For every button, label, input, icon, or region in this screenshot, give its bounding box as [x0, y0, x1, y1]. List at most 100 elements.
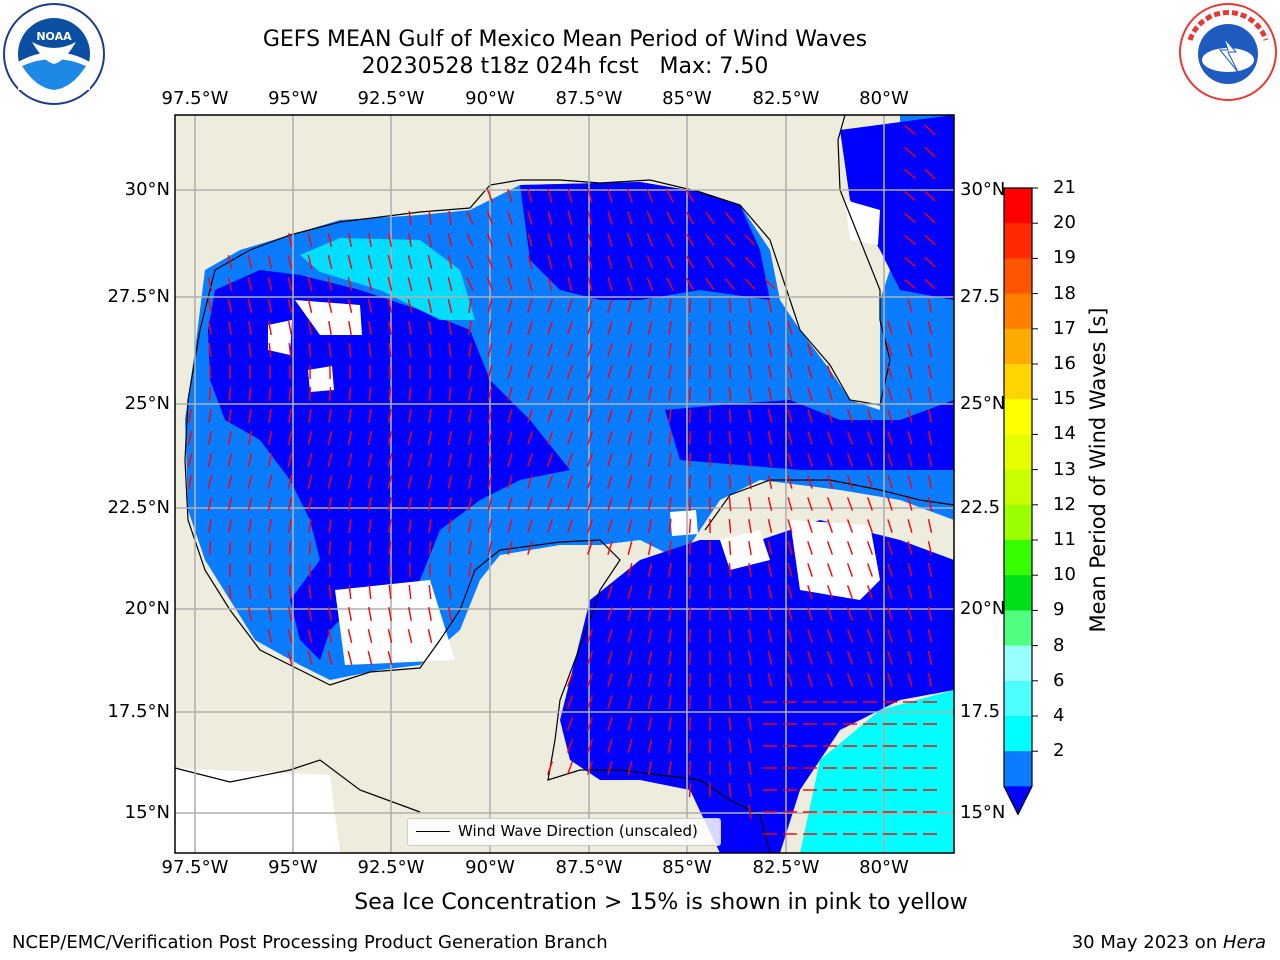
wave-arrow-458: [487, 497, 493, 511]
wave-arrow-489: [368, 518, 372, 534]
wave-arrow-344: [468, 430, 472, 446]
wave-arrow-89: [725, 256, 735, 268]
wave-arrow-150: [728, 298, 732, 314]
wave-arrow-405: [927, 453, 933, 467]
wave-arrow-159: [288, 320, 292, 336]
northern-gulf-low: [520, 182, 770, 300]
wave-arrow-577: [846, 563, 854, 577]
wave-arrow-242: [607, 365, 613, 379]
wave-arrow-749: [607, 739, 613, 753]
wave-arrow-581: [927, 563, 933, 577]
wave-arrow-347: [527, 431, 533, 445]
wave-arrow-480: [927, 497, 933, 511]
wave-arrow-688: [907, 651, 913, 665]
wave-arrow-98: [307, 277, 313, 291]
colorbar-swatch-13: [1004, 645, 1032, 682]
wave-arrow-337: [327, 431, 333, 445]
wave-arrow-537: [627, 541, 633, 555]
wave-arrow-640: [287, 629, 293, 643]
wave-arrow-139: [507, 299, 513, 313]
lon-label-bottom-1: 95°W: [268, 857, 318, 878]
nodata-1: [720, 530, 770, 570]
colorbar-swatch-15: [1004, 716, 1032, 752]
wave-arrow-259: [248, 386, 252, 402]
lon-label-bottom-4: 87.5°W: [555, 857, 623, 878]
svg-text:NOAA: NOAA: [36, 30, 72, 43]
wave-arrow-93: [207, 277, 213, 291]
wave-arrow-269: [448, 386, 452, 402]
wave-arrow-10: [567, 189, 573, 203]
wave-arrow-1: [924, 124, 936, 136]
wave-arrow-336: [307, 431, 313, 445]
nws-logo-icon: [1179, 3, 1277, 101]
wave-arrow-518: [208, 540, 212, 556]
wave-arrow-105: [447, 277, 453, 291]
wave-arrow-670: [367, 651, 373, 665]
wave-arrow-11: [587, 189, 593, 203]
wave-arrow-548: [846, 541, 854, 555]
wave-arrow-95: [247, 277, 253, 291]
wave-arrow-462: [566, 497, 574, 511]
wave-arrow-382: [468, 452, 472, 468]
wave-arrow-514: [867, 519, 873, 533]
wave-arrow-705: [867, 673, 873, 687]
wave-arrow-296: [268, 408, 272, 424]
wave-arrow-549: [867, 541, 873, 555]
wave-arrow-330: [187, 431, 193, 445]
wave-arrow-526: [368, 540, 372, 556]
lat-label-left-1: 27.5°N: [107, 286, 170, 307]
chart-title-line1: GEFS MEAN Gulf of Mexico Mean Period of …: [262, 27, 868, 52]
wave-arrow-636: [887, 607, 893, 621]
wave-arrow-588: [348, 584, 352, 600]
wave-arrow-416: [387, 475, 393, 489]
wave-arrow-377: [367, 453, 373, 467]
wave-arrow-417: [407, 475, 413, 489]
wave-arrow-385: [527, 453, 533, 467]
wave-arrow-82: [587, 255, 593, 269]
wave-arrow-674: [627, 651, 633, 665]
wave-arrow-454: [407, 497, 413, 511]
wave-arrow-500: [587, 519, 593, 533]
wave-arrow-69: [327, 255, 333, 269]
wave-arrow-755: [728, 738, 732, 754]
wave-arrow-473: [787, 497, 793, 511]
wave-arrow-87: [685, 255, 695, 269]
wave-arrow-452: [367, 497, 373, 511]
wave-arrow-656: [748, 628, 752, 644]
wave-arrow-423: [527, 475, 533, 489]
wave-arrow-72: [387, 255, 393, 269]
wave-arrow-456: [447, 497, 453, 511]
wave-arrow-680: [748, 650, 752, 666]
wave-arrow-141: [546, 299, 554, 313]
wave-arrow-183: [767, 321, 773, 335]
wave-arrow-510: [787, 519, 793, 533]
wave-arrow-692: [607, 673, 613, 687]
wave-arrow-52: [567, 233, 573, 247]
colorbar-tick-5: 16: [1053, 353, 1076, 374]
wave-arrow-673: [607, 651, 613, 665]
colorbar-swatch-12: [1004, 610, 1032, 647]
wave-arrow-193: [308, 342, 312, 358]
wave-arrow-221: [927, 343, 933, 357]
wave-arrow-648: [587, 629, 593, 643]
wave-arrow-769: [607, 761, 613, 775]
wave-arrow-267: [408, 386, 412, 402]
wave-arrow-270: [468, 386, 472, 402]
colorbar-tick-12: 9: [1053, 599, 1065, 621]
wave-arrow-314: [627, 409, 633, 423]
wave-arrow-702: [807, 673, 813, 687]
wave-arrow-477: [867, 497, 873, 511]
wave-arrow-592: [428, 584, 432, 600]
wave-arrow-172: [546, 321, 554, 335]
wave-arrow-165: [408, 320, 412, 336]
wave-arrow-399: [807, 453, 813, 467]
colorbar-swatch-7: [1004, 434, 1032, 471]
wave-arrow-284: [748, 386, 752, 402]
wave-arrow-283: [728, 386, 732, 402]
wave-arrow-771: [647, 761, 653, 775]
wave-arrow-71: [367, 255, 373, 269]
wave-arrow-488: [348, 518, 352, 534]
wave-arrow-258: [228, 386, 232, 402]
wave-arrow-389: [607, 453, 613, 467]
wave-arrow-491: [408, 518, 412, 534]
